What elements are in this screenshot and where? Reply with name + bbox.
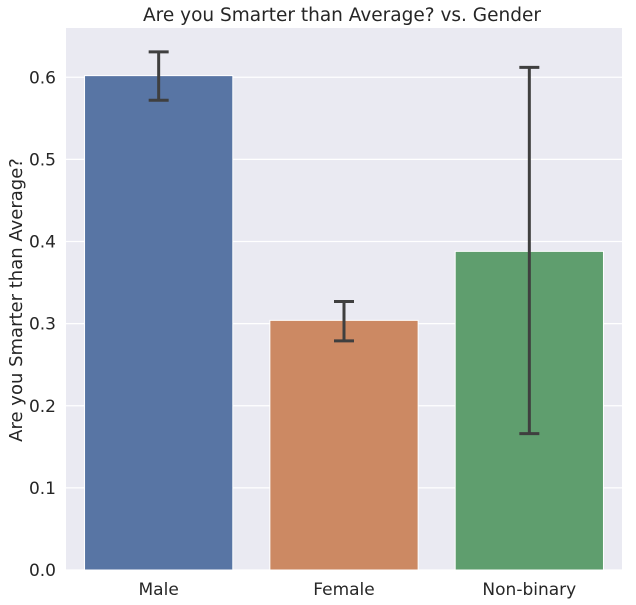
y-tick-label: 0.5 xyxy=(29,150,56,170)
y-tick-label: 0.6 xyxy=(29,68,56,88)
y-tick-label: 0.4 xyxy=(29,233,56,253)
y-tick-label: 0.1 xyxy=(29,479,56,499)
y-axis-label: Are you Smarter than Average? xyxy=(6,158,27,442)
y-tick-label: 0.0 xyxy=(29,561,56,581)
y-tick-label: 0.3 xyxy=(29,315,56,335)
y-tick-label: 0.2 xyxy=(29,397,56,417)
chart-title: Are you Smarter than Average? vs. Gender xyxy=(143,5,541,26)
error-bar xyxy=(334,299,354,343)
bar-female xyxy=(269,319,419,571)
error-bar xyxy=(148,50,169,102)
error-bar xyxy=(519,65,540,436)
x-axis-ticks: Male Female Non-binary xyxy=(139,580,577,600)
y-axis-ticks: 0.0 0.1 0.2 0.3 0.4 0.5 0.6 xyxy=(29,68,56,581)
error-bars xyxy=(148,50,540,436)
x-tick-label: Female xyxy=(313,580,374,600)
bar-male xyxy=(84,75,234,571)
x-tick-label: Non-binary xyxy=(482,580,576,600)
x-tick-label: Male xyxy=(139,580,179,600)
